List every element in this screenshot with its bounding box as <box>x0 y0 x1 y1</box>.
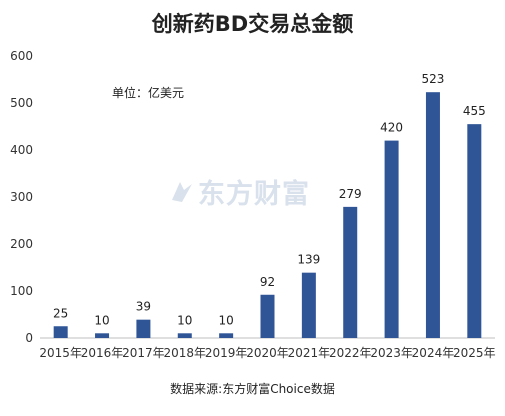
x-axis-ticks: 2015年2016年2017年2018年2019年2020年2021年2022年… <box>39 346 495 360</box>
x-tick-label: 2019年 <box>205 346 248 360</box>
x-tick-label: 2021年 <box>288 346 331 360</box>
data-label: 523 <box>422 72 445 86</box>
data-label: 25 <box>53 306 68 320</box>
y-tick-label: 100 <box>10 284 33 298</box>
data-label: 39 <box>136 300 151 314</box>
y-tick-label: 200 <box>10 237 33 251</box>
source-note: 数据来源:东方财富Choice数据 <box>0 380 505 397</box>
y-tick-label: 600 <box>10 49 33 63</box>
bar <box>467 124 481 338</box>
data-label: 420 <box>380 121 403 135</box>
bar <box>95 333 109 338</box>
y-tick-label: 300 <box>10 190 33 204</box>
data-label: 10 <box>218 313 233 327</box>
bar <box>343 207 357 338</box>
bar <box>261 295 275 338</box>
bars <box>54 92 482 338</box>
x-tick-label: 2025年 <box>453 346 496 360</box>
x-tick-label: 2018年 <box>163 346 206 360</box>
data-label: 455 <box>463 104 486 118</box>
bar <box>219 333 233 338</box>
bar <box>136 320 150 338</box>
y-axis-ticks: 0 100 200 300 400 500 600 <box>10 49 33 345</box>
y-tick-label: 500 <box>10 96 33 110</box>
bar <box>178 333 192 338</box>
data-label: 10 <box>177 313 192 327</box>
x-tick-label: 2022年 <box>329 346 372 360</box>
bar <box>385 141 399 338</box>
data-label: 139 <box>297 253 320 267</box>
x-tick-label: 2024年 <box>412 346 455 360</box>
data-label: 279 <box>339 187 362 201</box>
data-label: 10 <box>94 313 109 327</box>
x-tick-label: 2023年 <box>370 346 413 360</box>
bar <box>426 92 440 338</box>
y-tick-label: 0 <box>25 331 33 345</box>
x-tick-label: 2017年 <box>122 346 165 360</box>
y-tick-label: 400 <box>10 143 33 157</box>
x-tick-label: 2016年 <box>81 346 124 360</box>
x-tick-label: 2020年 <box>246 346 289 360</box>
x-tick-label: 2015年 <box>39 346 82 360</box>
bar <box>54 326 68 338</box>
data-label: 92 <box>260 275 275 289</box>
data-labels: 25 10 39 10 10 92 139 279 420 523 455 <box>53 72 486 327</box>
bar <box>302 273 316 338</box>
